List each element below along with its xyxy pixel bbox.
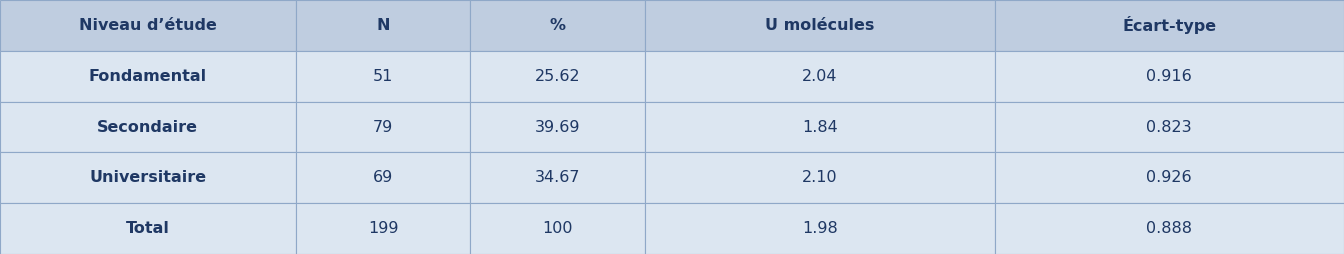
Text: N: N: [376, 18, 390, 33]
Text: 39.69: 39.69: [535, 119, 581, 135]
Text: 0.916: 0.916: [1146, 69, 1192, 84]
Text: 51: 51: [372, 69, 394, 84]
Bar: [995, 0, 1344, 51]
Text: 1.98: 1.98: [802, 221, 837, 236]
Bar: [645, 102, 995, 152]
Text: Secondaire: Secondaire: [97, 119, 199, 135]
Bar: [645, 152, 995, 203]
Text: Universitaire: Universitaire: [89, 170, 207, 185]
Bar: [296, 102, 470, 152]
Text: Total: Total: [126, 221, 169, 236]
Text: 0.823: 0.823: [1146, 119, 1192, 135]
Bar: [0, 102, 296, 152]
Bar: [0, 51, 296, 102]
Text: 2.10: 2.10: [802, 170, 837, 185]
Bar: [0, 0, 296, 51]
Bar: [296, 152, 470, 203]
Text: 0.888: 0.888: [1146, 221, 1192, 236]
Text: 100: 100: [543, 221, 573, 236]
Text: %: %: [550, 18, 566, 33]
Text: 2.04: 2.04: [802, 69, 837, 84]
Bar: [995, 203, 1344, 254]
Bar: [470, 102, 645, 152]
Text: Fondamental: Fondamental: [89, 69, 207, 84]
Bar: [470, 0, 645, 51]
Text: 25.62: 25.62: [535, 69, 581, 84]
Bar: [995, 102, 1344, 152]
Text: Écart-type: Écart-type: [1122, 17, 1216, 34]
Bar: [470, 51, 645, 102]
Bar: [995, 152, 1344, 203]
Text: 79: 79: [372, 119, 394, 135]
Bar: [0, 203, 296, 254]
Text: Niveau d’étude: Niveau d’étude: [79, 18, 216, 33]
Text: 34.67: 34.67: [535, 170, 581, 185]
Bar: [296, 51, 470, 102]
Text: U molécules: U molécules: [765, 18, 875, 33]
Text: 0.926: 0.926: [1146, 170, 1192, 185]
Bar: [0, 152, 296, 203]
Text: 69: 69: [372, 170, 394, 185]
Text: 1.84: 1.84: [802, 119, 837, 135]
Bar: [645, 0, 995, 51]
Bar: [470, 203, 645, 254]
Text: 199: 199: [368, 221, 398, 236]
Bar: [470, 152, 645, 203]
Bar: [645, 203, 995, 254]
Bar: [296, 0, 470, 51]
Bar: [995, 51, 1344, 102]
Bar: [296, 203, 470, 254]
Bar: [645, 51, 995, 102]
